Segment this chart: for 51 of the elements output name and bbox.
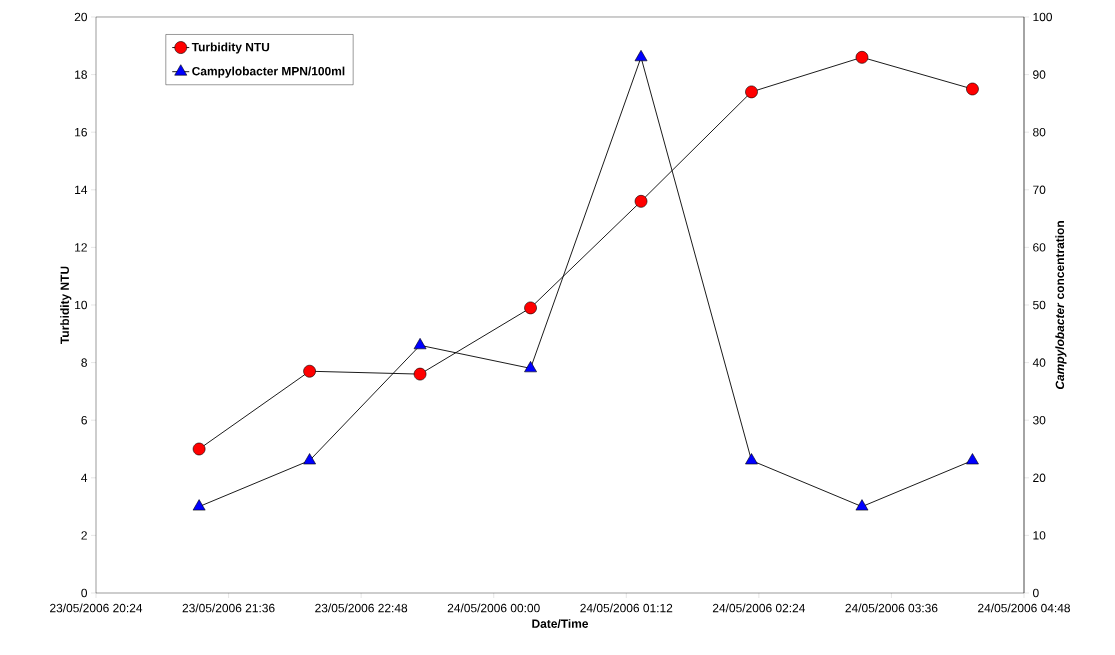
y2-tick-label: 70 (1033, 185, 1046, 195)
point (524, 361, 537, 373)
point (966, 453, 979, 465)
x-tick-label: 23/05/2006 20:24 (50, 603, 143, 613)
point (303, 453, 316, 465)
point (745, 85, 758, 99)
point (634, 50, 648, 62)
point (192, 442, 206, 456)
y2-tick-label: 40 (1032, 358, 1046, 367)
y2-axis-title: Campylobacter concentration (1055, 221, 1067, 390)
point (966, 82, 979, 96)
point (413, 367, 427, 381)
y-tick-label: 20 (74, 12, 88, 22)
y2-tick-label: 0 (1033, 588, 1039, 598)
y-tick-label: 2 (81, 531, 87, 540)
x-tick-label: 24/05/2006 02:24 (712, 603, 806, 613)
legend-label: Campylobacter MPN/100ml (192, 66, 345, 78)
y-tick-label: 12 (75, 243, 87, 252)
y2-tick-label: 80 (1033, 127, 1046, 137)
y-tick-label: 14 (75, 185, 88, 194)
legend-label: Turbidity NTU (191, 42, 270, 54)
y-tick-label: 16 (75, 127, 87, 137)
y-tick-label: 8 (81, 358, 87, 367)
point (303, 364, 316, 378)
y-tick-label: 6 (81, 415, 87, 425)
y-tick-label: 18 (75, 70, 87, 79)
y2-tick-label: 30 (1032, 415, 1046, 425)
y-tick-label: 0 (81, 588, 88, 598)
x-tick-label: 24/05/2006 03:36 (845, 603, 938, 613)
point (524, 301, 537, 315)
y-axis-title: Turbidity NTU (60, 266, 72, 344)
x-axis-title: Date/Time (532, 619, 589, 629)
y2-tick-label: 100 (1033, 12, 1053, 22)
point (855, 51, 869, 64)
point (413, 338, 427, 350)
y2-tick-label: 20 (1033, 473, 1046, 483)
y2-tick-label: 90 (1033, 70, 1046, 79)
x-tick-label: 23/05/2006 21:36 (182, 603, 275, 613)
y2-tick-label: 10 (1033, 531, 1046, 540)
point (855, 499, 869, 511)
x-tick-label: 24/05/2006 01:12 (580, 603, 673, 613)
y-tick-label: 4 (81, 473, 88, 482)
y2-tick-label: 50 (1033, 300, 1046, 310)
point (634, 195, 648, 208)
x-tick-label: 24/05/2006 04:48 (978, 603, 1070, 613)
y2-tick-label: 60 (1033, 243, 1046, 252)
point (745, 453, 758, 465)
x-tick-label: 23/05/2006 22:48 (315, 603, 408, 613)
x-tick-label: 24/05/2006 00:00 (447, 603, 540, 613)
point (192, 499, 206, 511)
y-tick-label: 10 (75, 300, 88, 310)
